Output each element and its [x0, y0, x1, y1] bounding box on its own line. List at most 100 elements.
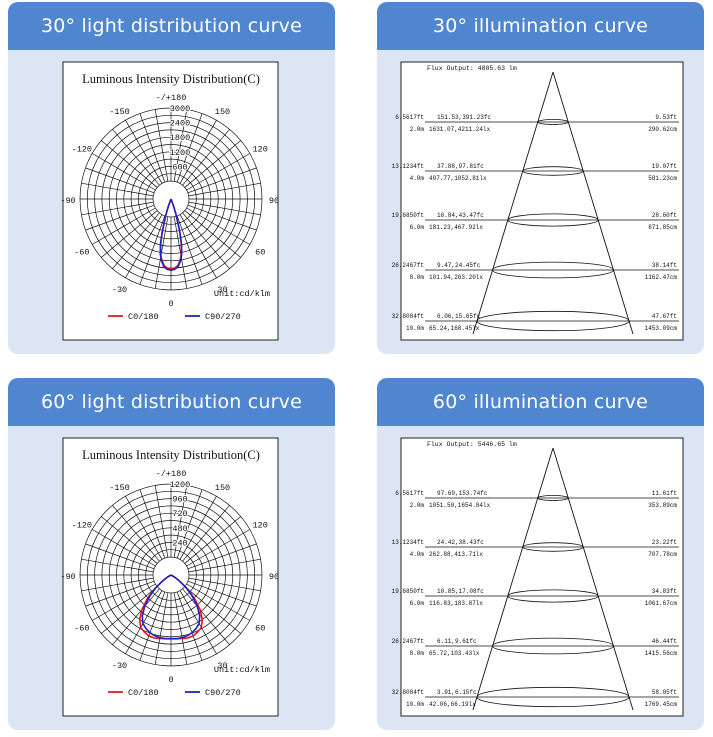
grid-spoke — [112, 129, 160, 186]
beam-ellipse — [492, 261, 614, 279]
illuminance-lx: 1631.07,4211.24lx — [429, 126, 491, 133]
illumination-chart: Flux Output: 5446.65 lm 6.5617ft 2.0m 97.69… — [392, 437, 684, 717]
beam-diameter-cm: 1162.47cm — [645, 274, 678, 281]
angle-label: -120 — [72, 521, 92, 531]
height-m: 2.0m — [410, 502, 425, 509]
illuminance-fc: 3.91,6.15fc — [437, 689, 477, 696]
angle-label: -/+180 — [156, 469, 187, 479]
grid-spoke — [85, 543, 155, 570]
height-m: 2.0m — [410, 126, 425, 133]
angle-label: -90 — [60, 572, 75, 582]
height-m: 10.0m — [406, 325, 424, 332]
beam-diameter-ft: 34.83ft — [652, 588, 677, 595]
panel-header: 60° illumination curve — [377, 378, 704, 426]
grid-spoke — [173, 485, 188, 558]
beam-diameter-cm: 1061.67cm — [645, 600, 678, 607]
angle-label: 60 — [255, 624, 265, 634]
grid-spoke — [81, 577, 154, 592]
beam-ellipse — [522, 542, 584, 552]
grid-spoke — [182, 505, 230, 562]
angle-label: 90 — [269, 196, 279, 206]
grid-spoke — [112, 212, 160, 269]
beam-diameter-cm: 707.78cm — [648, 551, 677, 558]
illuminance-fc: 6.11,9.61fc — [437, 638, 477, 645]
grid-spoke — [173, 592, 188, 665]
grid-spoke — [101, 210, 158, 258]
grid-spoke — [179, 496, 217, 560]
polar-chart: Luminous Intensity Distribution(C) -/+180… — [60, 437, 279, 717]
panel-30-distribution: 30° light distribution curve Luminous In… — [8, 2, 335, 354]
grid-spoke — [154, 485, 169, 558]
grid-spoke — [186, 207, 250, 245]
grid-spoke — [125, 590, 163, 654]
beam-diameter-ft: 46.44ft — [652, 638, 677, 645]
grid-spoke — [139, 215, 166, 285]
grid-spoke — [187, 543, 257, 570]
panel-header: 60° light distribution curve — [8, 378, 335, 426]
grid-spoke — [139, 113, 166, 183]
legend-label: C90/270 — [205, 312, 241, 322]
height-ft: 13.1234ft — [392, 163, 424, 170]
grid-spoke — [176, 215, 203, 285]
beam-ellipse — [522, 166, 584, 176]
beam-diameter-ft: 58.05ft — [652, 689, 677, 696]
height-m: 8.0m — [410, 274, 425, 281]
radial-tick-label: 960 — [172, 495, 187, 505]
grid-spoke — [188, 182, 261, 197]
grid-spoke — [173, 216, 188, 289]
illuminance-lx: 65.24,168.45lx — [429, 325, 480, 332]
grid-spoke — [176, 591, 203, 661]
illuminance-lx: 65.72,103.43lx — [429, 650, 480, 657]
grid-spoke — [187, 204, 257, 231]
grid-spoke — [112, 505, 160, 562]
grid-spoke — [184, 140, 241, 188]
grid-spoke — [173, 109, 188, 182]
legend-label: C90/270 — [205, 688, 241, 698]
illuminance-lx: 116.83,183.87lx — [429, 600, 483, 607]
illuminance-lx: 407.77,1052.81lx — [429, 175, 487, 182]
illuminance-fc: 151.53,391.23fc — [437, 114, 491, 121]
radial-tick-label: 3000 — [170, 104, 190, 114]
height-ft: 13.1234ft — [392, 539, 424, 546]
angle-label: -150 — [109, 483, 129, 493]
grid-spoke — [92, 529, 156, 567]
height-ft: 26.2467ft — [392, 638, 424, 645]
radial-tick-label: 1200 — [170, 148, 190, 158]
illuminance-lx: 181.23,467.92lx — [429, 224, 483, 231]
grid-spoke — [182, 129, 230, 186]
height-ft: 19.6850ft — [392, 212, 424, 219]
beam-diameter-cm: 871.85cm — [648, 224, 677, 231]
height-m: 4.0m — [410, 551, 425, 558]
beam-diameter-ft: 28.60ft — [652, 212, 677, 219]
beam-diameter-cm: 290.62cm — [648, 126, 677, 133]
grid-spoke — [187, 167, 257, 194]
beam-diameter-cm: 353.89cm — [648, 502, 677, 509]
cone-left — [472, 71, 554, 335]
angle-label: 120 — [253, 145, 268, 155]
grid-spoke — [85, 204, 155, 231]
height-ft: 32.8084ft — [392, 313, 424, 320]
unit-label: Unit:cd/klm — [214, 665, 270, 675]
grid-spoke — [101, 516, 158, 564]
beam-diameter-ft: 9.53ft — [655, 114, 677, 121]
angle-label: 30 — [217, 285, 227, 295]
illuminance-fc: 6.06,15.65fc — [437, 313, 481, 320]
beam-ellipse — [476, 310, 630, 332]
grid-spoke — [81, 182, 154, 197]
beam-ellipse — [507, 213, 599, 227]
angle-label: -150 — [109, 107, 129, 117]
grid-spoke — [176, 489, 203, 559]
grid-spoke — [139, 591, 166, 661]
chart-title: Luminous Intensity Distribution(C) — [82, 72, 260, 86]
angle-label: 60 — [255, 248, 265, 258]
grid-spoke — [186, 529, 250, 567]
height-m: 8.0m — [410, 650, 425, 657]
height-ft: 32.8084ft — [392, 689, 424, 696]
grid-spoke — [101, 586, 158, 634]
beam-diameter-cm: 581.23cm — [648, 175, 677, 182]
flux-output: Flux Output: 5446.65 lm — [427, 441, 517, 448]
grid-spoke — [188, 577, 261, 592]
angle-label: -30 — [112, 661, 127, 671]
panel-60-distribution: 60° light distribution curve Luminous In… — [8, 378, 335, 730]
height-ft: 19.6850ft — [392, 588, 424, 595]
